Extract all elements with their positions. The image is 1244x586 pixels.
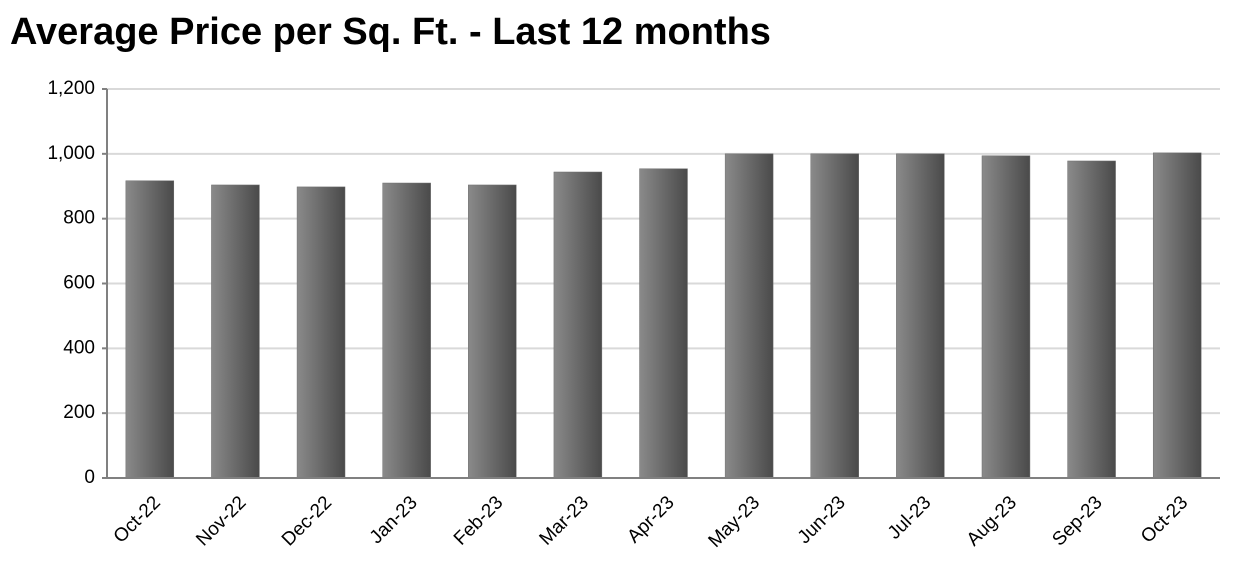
- x-tick-label: Mar-23: [536, 492, 593, 549]
- chart-title: Average Price per Sq. Ft. - Last 12 mont…: [10, 11, 771, 53]
- bar: [1152, 152, 1202, 479]
- bar: [468, 184, 517, 479]
- x-tick-label: Aug-23: [963, 492, 1021, 550]
- bar: [1067, 160, 1116, 479]
- x-tick-label: May-23: [705, 492, 765, 552]
- bar: [125, 180, 175, 479]
- x-tick-label: Jun-23: [794, 492, 850, 548]
- bar: [211, 184, 260, 479]
- bar: [296, 186, 346, 479]
- y-tick-label: 1,200: [47, 78, 95, 99]
- x-tick-label: Dec-22: [278, 492, 336, 550]
- x-tick-label: Oct-22: [110, 492, 165, 547]
- x-tick-label: Jan-23: [366, 492, 422, 548]
- y-tick-label: 800: [63, 208, 95, 229]
- bar: [382, 182, 431, 479]
- x-tick-label: Nov-22: [192, 492, 250, 550]
- y-tick-label: 600: [63, 273, 95, 294]
- x-tick-label: Jul-23: [884, 492, 935, 543]
- x-tick-label: Feb-23: [450, 492, 507, 549]
- x-tick-label: Apr-23: [623, 492, 678, 547]
- y-tick-label: 1,000: [47, 143, 95, 164]
- y-tick-label: 400: [63, 337, 95, 358]
- bar: [810, 153, 859, 479]
- bar: [553, 171, 603, 479]
- y-tick-label: 0: [84, 467, 95, 488]
- bar: [639, 168, 688, 479]
- bar: [981, 155, 1031, 479]
- y-tick-label: 200: [63, 402, 95, 423]
- x-tick-label: Oct-23: [1137, 492, 1192, 547]
- bar: [896, 153, 945, 479]
- bar: [724, 153, 774, 479]
- x-tick-label: Sep-23: [1048, 492, 1106, 550]
